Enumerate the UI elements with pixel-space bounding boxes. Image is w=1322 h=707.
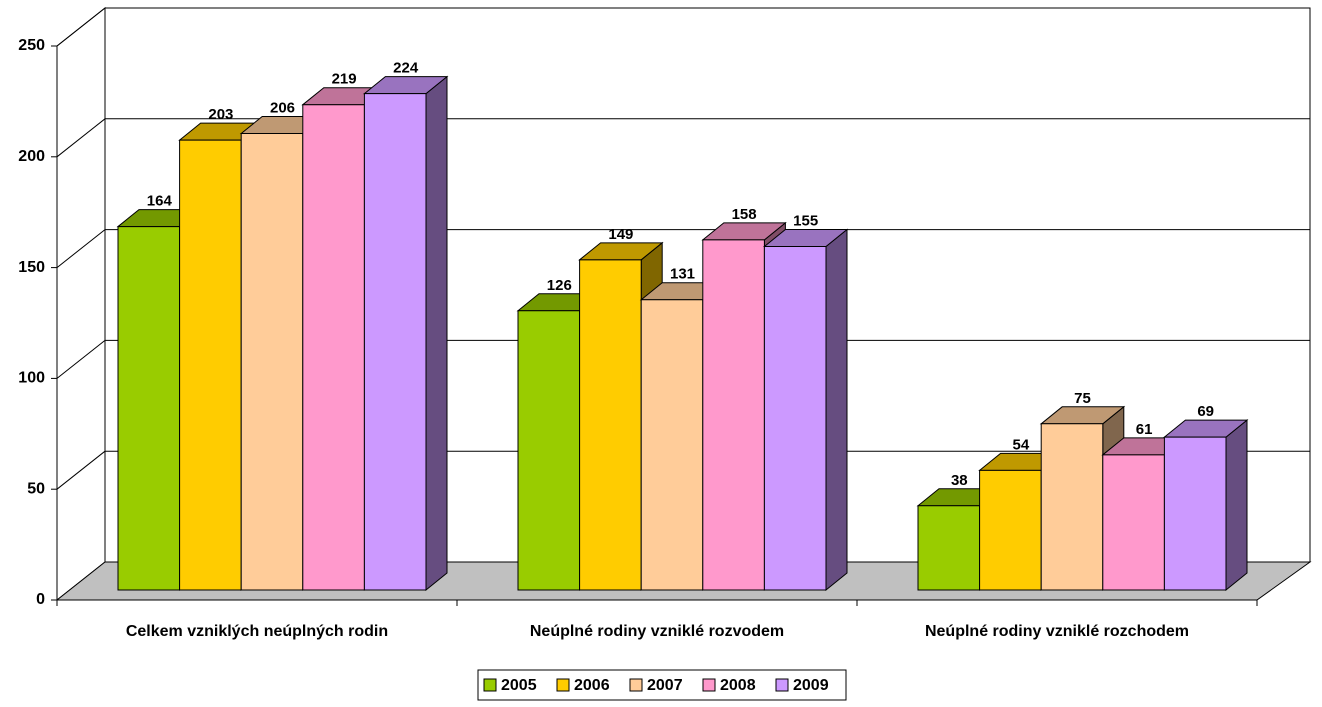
legend-label: 2006 <box>574 677 610 694</box>
bar-front <box>1163 436 1227 591</box>
bar-front <box>240 133 304 591</box>
data-label: 164 <box>147 193 173 210</box>
legend-label: 2005 <box>501 677 537 694</box>
data-label: 131 <box>670 266 695 283</box>
bar-front <box>579 259 642 591</box>
bar <box>762 228 849 592</box>
x-tick-label: Neúplné rodiny vzniklé rozvodem <box>530 623 784 640</box>
y-tick-label: 50 <box>27 480 45 497</box>
bar <box>362 75 449 592</box>
data-label: 206 <box>270 99 295 116</box>
data-label: 158 <box>732 206 757 223</box>
legend-swatch <box>556 678 570 692</box>
y-tick-label: 200 <box>18 148 45 165</box>
bar-front <box>179 139 242 591</box>
bar-front <box>763 246 827 591</box>
data-label: 224 <box>393 60 419 77</box>
x-tick-label: Celkem vzniklých neúplných rodin <box>126 623 388 640</box>
data-label: 54 <box>1013 436 1030 453</box>
legend-label: 2007 <box>647 677 683 694</box>
data-label: 38 <box>951 472 968 489</box>
y-tick-label: 250 <box>18 37 45 54</box>
grid-line <box>56 229 106 268</box>
bar-front <box>640 299 704 591</box>
bar-side <box>825 228 848 592</box>
data-label: 155 <box>793 212 818 229</box>
data-label: 219 <box>332 71 357 88</box>
bar-front <box>979 469 1042 591</box>
data-label: 203 <box>208 106 233 123</box>
data-label: 69 <box>1197 403 1214 420</box>
y-tick-label: 0 <box>36 591 45 608</box>
side-wall <box>56 6 106 602</box>
grid-line <box>56 340 106 379</box>
grid-line <box>56 7 106 47</box>
data-label: 149 <box>608 226 633 243</box>
legend-label: 2009 <box>793 677 829 694</box>
bar-side <box>425 75 448 592</box>
bar-front <box>517 310 581 591</box>
grid-line <box>56 450 106 490</box>
data-label: 75 <box>1074 390 1091 407</box>
legend-label: 2008 <box>720 677 756 694</box>
x-tick-label: Neúplné rodiny vzniklé rozchodem <box>925 623 1189 640</box>
legend-swatch <box>483 678 497 692</box>
data-label: 61 <box>1136 421 1153 438</box>
bar-front <box>1102 454 1165 591</box>
bar <box>1162 419 1249 592</box>
grid-line <box>56 118 106 158</box>
legend-swatch <box>702 678 716 692</box>
legend-swatch <box>775 678 789 692</box>
bar-front <box>117 226 181 591</box>
bar-front <box>917 505 981 591</box>
bar-front <box>363 93 427 591</box>
data-label: 126 <box>547 277 572 294</box>
bar-front <box>1040 423 1104 591</box>
bar-front <box>302 104 365 591</box>
bar-side <box>1225 419 1248 592</box>
y-tick-label: 100 <box>18 370 45 387</box>
y-tick-label: 150 <box>18 259 45 276</box>
bar-front <box>702 239 765 591</box>
legend-swatch <box>629 678 643 692</box>
